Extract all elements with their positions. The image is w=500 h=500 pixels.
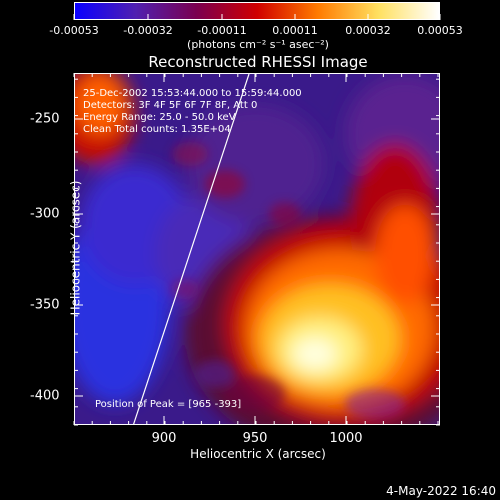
- colorbar-tick-label: -0.00032: [123, 24, 173, 37]
- peak-position-label: Position of Peak = [965 -393]: [95, 399, 242, 410]
- colorbar-tick-labels: -0.00053 -0.00032 -0.00011 0.00011 0.000…: [0, 0, 500, 60]
- plot-timestamp: 4-May-2022 16:40: [386, 484, 496, 498]
- y-tick-label: -400: [30, 388, 60, 404]
- info-line: Detectors: 3F 4F 5F 6F 7F 8F, Att 0: [83, 100, 258, 111]
- plot-title: Reconstructed RHESSI Image: [148, 53, 368, 71]
- image-plot-area: 25-Dec-2002 15:53:44.000 to 15:59:44.000…: [74, 73, 440, 425]
- x-tick-label: 1000: [329, 431, 363, 446]
- y-tick-label: -250: [30, 111, 60, 127]
- colorbar-tick-label: -0.00053: [49, 24, 99, 37]
- heatmap-image: [75, 74, 439, 424]
- x-tick-label: 900: [151, 431, 177, 446]
- y-axis-title: Heliocentric Y (arcsec): [68, 180, 83, 316]
- colorbar: [74, 2, 440, 20]
- info-line: Energy Range: 25.0 - 50.0 keV: [83, 112, 236, 123]
- colorbar-tick-label: -0.00011: [197, 24, 247, 37]
- x-tick-label: 950: [242, 431, 268, 446]
- colorbar-unit-label: (photons cm⁻² s⁻¹ asec⁻²): [187, 38, 329, 51]
- x-axis-title: Heliocentric X (arcsec): [190, 447, 326, 461]
- colorbar-tick-label: 0.00011: [272, 24, 318, 37]
- limb-line: [133, 74, 250, 424]
- y-tick-label: -350: [30, 297, 60, 313]
- colorbar-tick-label: 0.00032: [345, 24, 391, 37]
- y-tick-label: -300: [30, 206, 60, 222]
- info-line: Clean Total counts: 1.35E+04: [83, 124, 231, 135]
- colorbar-tick-label: 0.00053: [417, 24, 463, 37]
- info-line: 25-Dec-2002 15:53:44.000 to 15:59:44.000: [83, 88, 302, 99]
